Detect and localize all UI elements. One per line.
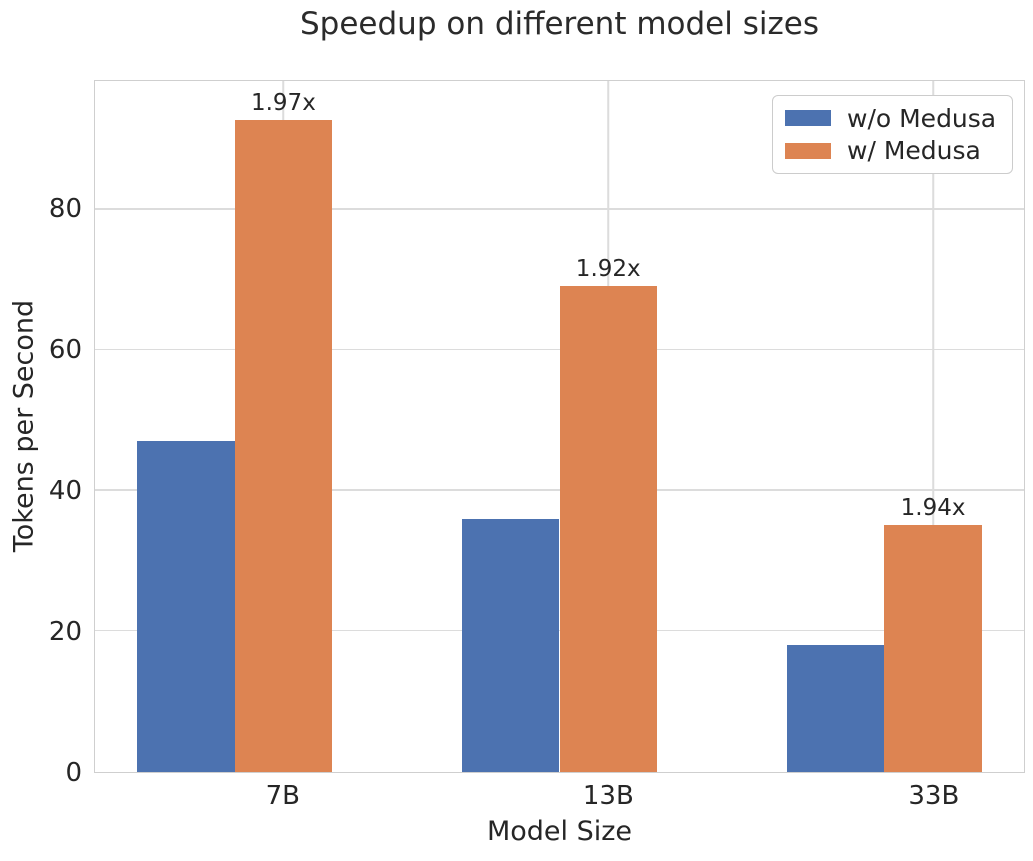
y-axis-tick-label: 60 — [48, 335, 82, 365]
legend-label-w-medusa: w/ Medusa — [847, 136, 981, 166]
y-axis-tick-label: 20 — [48, 617, 82, 647]
bar-w-medusa-7b — [234, 119, 333, 772]
y-axis-tick-label: 40 — [48, 476, 82, 506]
speedup-annotation: 1.97x — [250, 89, 316, 116]
x-gridline — [932, 81, 934, 772]
speedup-annotation: 1.94x — [900, 495, 966, 522]
y-axis-tick-label: 0 — [65, 758, 82, 788]
x-axis-label: Model Size — [486, 816, 633, 847]
bar-w-o-medusa-33b — [786, 644, 885, 772]
legend-item-wo-medusa: w/o Medusa — [785, 104, 1000, 133]
legend: w/o Medusa w/ Medusa — [772, 95, 1013, 174]
bar-w-medusa-13b — [559, 285, 657, 772]
x-axis-tick-label: 13B — [582, 781, 634, 811]
legend-label-wo-medusa: w/o Medusa — [847, 103, 997, 133]
bar-w-o-medusa-7b — [137, 440, 235, 772]
legend-swatch-wo-medusa — [785, 110, 831, 127]
bar-w-medusa-33b — [884, 525, 982, 772]
y-gridline — [95, 208, 1024, 210]
x-axis-tick-label: 7B — [265, 781, 300, 811]
legend-swatch-w-medusa — [785, 142, 831, 159]
plot-area: 1.97x 1.92x 1.94x — [94, 80, 1025, 773]
speedup-annotation: 1.92x — [575, 255, 641, 282]
legend-item-w-medusa: w/ Medusa — [785, 136, 1000, 165]
bar-w-o-medusa-13b — [462, 518, 560, 772]
chart-title: Speedup on different model sizes — [300, 6, 819, 42]
x-axis-tick-label: 33B — [908, 781, 960, 811]
y-axis-tick-label: 80 — [48, 194, 82, 224]
